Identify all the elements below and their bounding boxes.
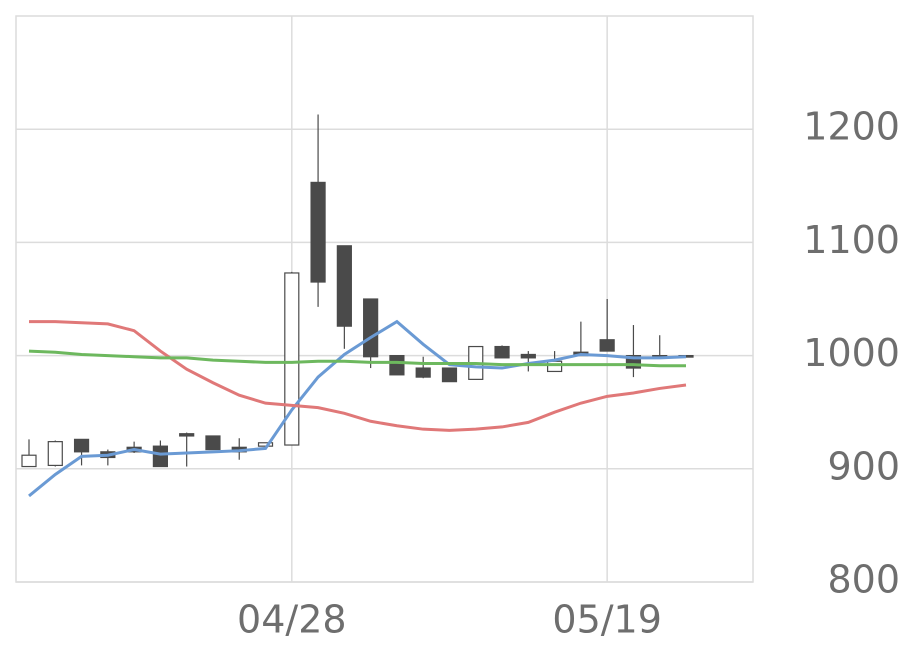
moving-average-line: [28, 349, 686, 368]
candle-body: [284, 272, 300, 446]
y-tick-label: 900: [827, 444, 900, 488]
candle-body: [310, 181, 326, 283]
moving-average-line: [29, 320, 687, 432]
x-tick-label: 05/19: [552, 598, 662, 642]
candle-body: [520, 353, 536, 359]
x-tick-label: 04/28: [237, 598, 347, 642]
candle-body: [494, 345, 510, 359]
candle-body: [73, 438, 90, 453]
candle-body: [205, 435, 221, 451]
candle-body: [21, 454, 37, 468]
candle-body: [415, 367, 431, 378]
moving-average-line: [28, 319, 687, 498]
candle-body: [599, 339, 615, 352]
candle-body: [363, 298, 379, 358]
y-tick-label: 1200: [803, 105, 900, 149]
candle-body: [336, 245, 352, 327]
y-tick-label: 1000: [803, 331, 900, 375]
y-tick-label: 1100: [803, 218, 900, 262]
plot-frame: [15, 15, 754, 583]
candle-body: [47, 441, 63, 467]
candle-body: [152, 445, 168, 468]
candle-body: [389, 355, 405, 376]
y-tick-label: 800: [827, 558, 900, 602]
candle-body: [179, 433, 195, 437]
candle-body: [441, 367, 458, 383]
candle-body: [546, 360, 563, 373]
